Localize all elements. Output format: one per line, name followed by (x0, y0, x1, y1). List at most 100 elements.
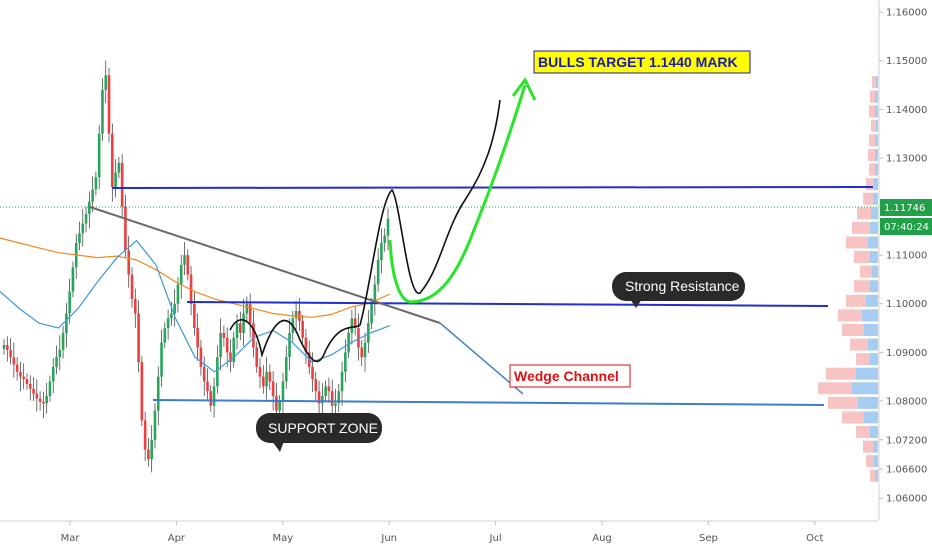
candle-body (294, 311, 298, 319)
candle-body (127, 250, 131, 275)
candle-body (51, 366, 55, 382)
volume-profile-bar-buy (876, 76, 878, 89)
volume-profile-bar-buy (864, 323, 878, 336)
candle-body (32, 388, 35, 394)
time-tick-label: Oct (806, 533, 823, 544)
candle-body (216, 357, 219, 387)
candle-body (265, 371, 268, 387)
volume-profile-bar-sell (866, 455, 874, 468)
volume-profile-bar-buy (852, 382, 878, 395)
volume-profile (818, 76, 878, 482)
volume-profile-bar-buy (875, 134, 878, 147)
candle-body (107, 75, 111, 134)
volume-profile-bar-sell (857, 207, 871, 220)
strong-resistance-bubble (612, 272, 745, 301)
candle-body (150, 439, 153, 460)
volume-profile-bar-buy (868, 338, 878, 351)
candle-body (314, 379, 318, 392)
candle-body (281, 381, 285, 401)
candle-body (275, 396, 278, 411)
price-tick-label: 1.15000 (886, 56, 927, 67)
volume-profile-bar-buy (858, 396, 878, 409)
volume-profile-bar-sell (842, 323, 864, 336)
candle-body (163, 328, 167, 343)
price-tick-label: 1.07200 (886, 435, 927, 446)
support-zone-label: SUPPORT ZONE (268, 420, 378, 436)
volume-profile-bar-buy (871, 207, 878, 220)
time-tick-label: Jun (380, 533, 397, 544)
last-price-badge (880, 199, 932, 216)
volume-profile-bar-sell (856, 426, 870, 439)
candle-body (248, 303, 252, 324)
candle-body (324, 386, 327, 397)
volume-profile-bar-buy (874, 455, 878, 468)
candle-body (12, 357, 16, 365)
candle-body (179, 264, 183, 285)
candle-body (193, 303, 196, 329)
volume-profile-bar-sell (863, 440, 873, 453)
price-tick-label: 1.06000 (886, 494, 927, 505)
volume-profile-bar-sell (869, 105, 875, 118)
volume-profile-bar-buy (875, 149, 878, 162)
candle-body (166, 318, 170, 329)
wedge-channel-label: Wedge Channel (514, 368, 619, 384)
candle-body (173, 303, 176, 314)
price-axis[interactable]: 1.160001.150001.140001.130001.120001.110… (879, 8, 927, 505)
candle-body (209, 391, 213, 406)
candle-body (84, 213, 88, 224)
time-axis[interactable]: Mar Apr May Jun Jul Aug Sep Oct (61, 521, 824, 544)
volume-profile-bar-buy (870, 353, 878, 366)
candle-body (199, 347, 203, 367)
candle-body (383, 235, 387, 243)
bullish-target-path (388, 84, 527, 304)
candle-body (242, 313, 245, 333)
candle-body (347, 332, 350, 353)
candle-body (330, 391, 334, 406)
candle-body (304, 337, 308, 353)
volume-profile-bar-buy (872, 265, 878, 278)
candle-body (235, 323, 239, 338)
candle-body (65, 313, 68, 333)
candle-body (222, 332, 226, 338)
candle-body (327, 386, 331, 392)
price-tick-label: 1.14000 (886, 105, 927, 116)
candle-body (101, 89, 104, 134)
price-projection-curve (229, 99, 501, 363)
candle-body (55, 357, 58, 367)
support-zone-line (152, 399, 825, 406)
price-tick-label: 1.08000 (886, 396, 927, 407)
candle-body (212, 386, 216, 406)
candle-body (367, 323, 370, 343)
candle-body (133, 298, 137, 314)
volume-profile-bar-buy (862, 309, 878, 322)
volume-profile-bar-sell (850, 338, 868, 351)
candle-body (28, 383, 32, 389)
volume-profile-bar-buy (870, 251, 878, 264)
candle-body (88, 201, 91, 214)
strong-resistance-line (186, 301, 829, 307)
volume-profile-bar-buy (873, 440, 878, 453)
bullish-arrow-head (511, 77, 537, 101)
candle-body (363, 342, 367, 358)
wedge-upper-line (89, 206, 441, 324)
candle-body (137, 313, 140, 363)
candle-body (147, 449, 150, 460)
volume-profile-bar-buy (876, 119, 878, 132)
candle-body (239, 323, 242, 333)
candle-body (42, 401, 45, 404)
volume-profile-bar-sell (846, 236, 868, 249)
moving-averages (0, 237, 391, 373)
candle-body (317, 391, 321, 404)
volume-profile-bar-sell (868, 149, 875, 162)
price-tick-label: 1.13000 (886, 153, 927, 164)
price-tick-label: 1.09000 (886, 348, 927, 359)
candle-body (104, 75, 108, 90)
candle-body (71, 267, 75, 292)
candle-body (232, 337, 236, 363)
candle-body (370, 303, 373, 324)
upper-resistance-line (111, 186, 874, 189)
candle-body (176, 284, 180, 304)
volume-profile-bar-buy (875, 163, 878, 176)
time-tick-label: Mar (61, 533, 81, 544)
